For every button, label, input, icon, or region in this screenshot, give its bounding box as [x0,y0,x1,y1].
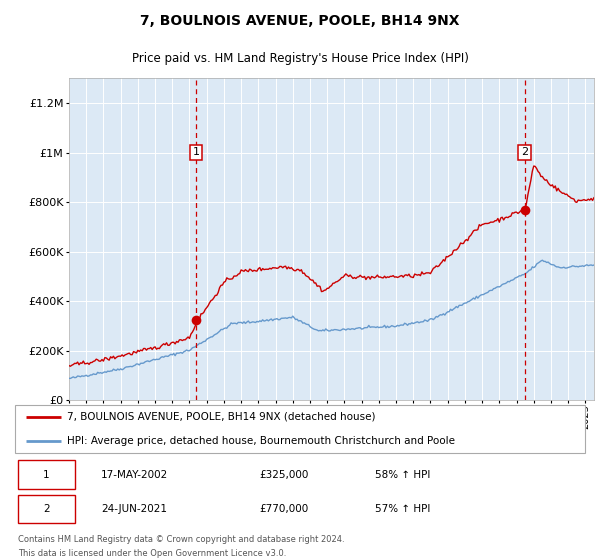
Text: 7, BOULNOIS AVENUE, POOLE, BH14 9NX: 7, BOULNOIS AVENUE, POOLE, BH14 9NX [140,14,460,28]
Text: Price paid vs. HM Land Registry's House Price Index (HPI): Price paid vs. HM Land Registry's House … [131,53,469,66]
Text: 2: 2 [521,147,529,157]
Text: £770,000: £770,000 [260,504,309,514]
Text: 7, BOULNOIS AVENUE, POOLE, BH14 9NX (detached house): 7, BOULNOIS AVENUE, POOLE, BH14 9NX (det… [67,412,375,422]
Text: This data is licensed under the Open Government Licence v3.0.: This data is licensed under the Open Gov… [18,549,286,558]
FancyBboxPatch shape [15,405,585,452]
Bar [18,495,76,524]
Bar [18,460,76,489]
Text: 24-JUN-2021: 24-JUN-2021 [101,504,167,514]
Text: 1: 1 [43,470,50,480]
Text: HPI: Average price, detached house, Bournemouth Christchurch and Poole: HPI: Average price, detached house, Bour… [67,436,455,446]
Text: 58% ↑ HPI: 58% ↑ HPI [375,470,430,480]
Text: 2: 2 [43,504,50,514]
Text: 57% ↑ HPI: 57% ↑ HPI [375,504,430,514]
Text: 1: 1 [193,147,200,157]
Text: 17-MAY-2002: 17-MAY-2002 [101,470,169,480]
Text: Contains HM Land Registry data © Crown copyright and database right 2024.: Contains HM Land Registry data © Crown c… [18,535,344,544]
Text: £325,000: £325,000 [260,470,309,480]
